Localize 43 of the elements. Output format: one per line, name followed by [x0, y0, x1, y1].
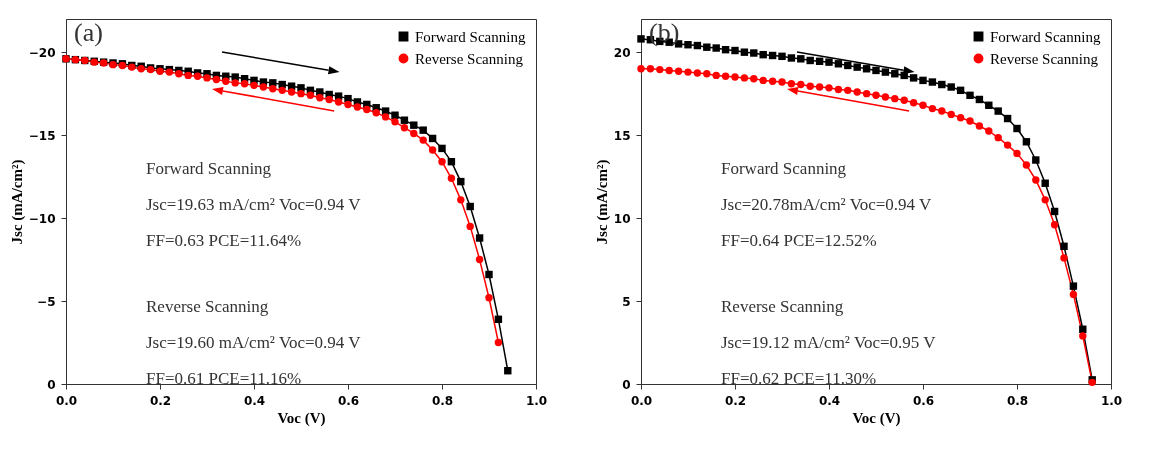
y-tick-label: 0	[622, 377, 631, 392]
x-tick-label: 0.2	[724, 393, 747, 408]
x-axis-title: Voc (V)	[277, 409, 326, 427]
annotation: FF=0.64 PCE=12.52%	[721, 231, 877, 250]
annotation: Jsc=19.12 mA/cm² Voc=0.95 V	[721, 333, 937, 352]
annotation: Reverse Scanning	[146, 297, 269, 316]
legend-label: Reverse Scanning	[415, 50, 524, 67]
x-tick-label: 0.0	[55, 393, 78, 408]
x-tick-label: 0.4	[818, 393, 841, 408]
legend-label: Forward Scanning	[990, 28, 1101, 45]
y-axis-title: Jsc (mA/cm²)	[8, 159, 26, 245]
annotation: Forward Scanning	[146, 159, 272, 178]
x-tick-label: 1.0	[1100, 393, 1123, 408]
legend-label: Reverse Scanning	[990, 50, 1099, 67]
x-tick-label: 0.6	[337, 393, 360, 408]
y-tick-label: 15	[613, 128, 631, 143]
y-tick-label: 10	[613, 211, 631, 226]
y-tick-label: 20	[613, 45, 631, 60]
y-tick-label: −5	[37, 294, 56, 309]
legend-label: Forward Scanning	[415, 28, 526, 45]
y-tick-label: −15	[28, 128, 56, 143]
annotation: Jsc=19.63 mA/cm² Voc=0.94 V	[146, 195, 362, 214]
y-axis-title: Jsc (mA/cm²)	[593, 159, 611, 245]
x-tick-label: 0.8	[431, 393, 454, 408]
annotation: Jsc=19.60 mA/cm² Voc=0.94 V	[146, 333, 362, 352]
x-tick-label: 0.8	[1006, 393, 1029, 408]
annotation: FF=0.61 PCE=11.16%	[146, 369, 302, 388]
y-tick-label: −10	[28, 211, 56, 226]
x-tick-label: 1.0	[525, 393, 548, 408]
annotation: Jsc=20.78mA/cm² Voc=0.94 V	[721, 195, 933, 214]
x-tick-label: 0.2	[149, 393, 172, 408]
y-tick-label: 5	[622, 294, 631, 309]
y-tick-label: −20	[28, 45, 56, 60]
x-tick-label: 0.6	[912, 393, 935, 408]
annotation: FF=0.63 PCE=11.64%	[146, 231, 302, 250]
x-axis-title: Voc (V)	[852, 409, 901, 427]
annotation: FF=0.62 PCE=11.30%	[721, 369, 877, 388]
x-tick-label: 0.4	[243, 393, 266, 408]
annotation: (a)	[74, 18, 103, 47]
annotation: Forward Scanning	[721, 159, 847, 178]
annotation: Reverse Scanning	[721, 297, 844, 316]
x-tick-label: 0.0	[630, 393, 653, 408]
y-tick-label: 0	[47, 377, 56, 392]
